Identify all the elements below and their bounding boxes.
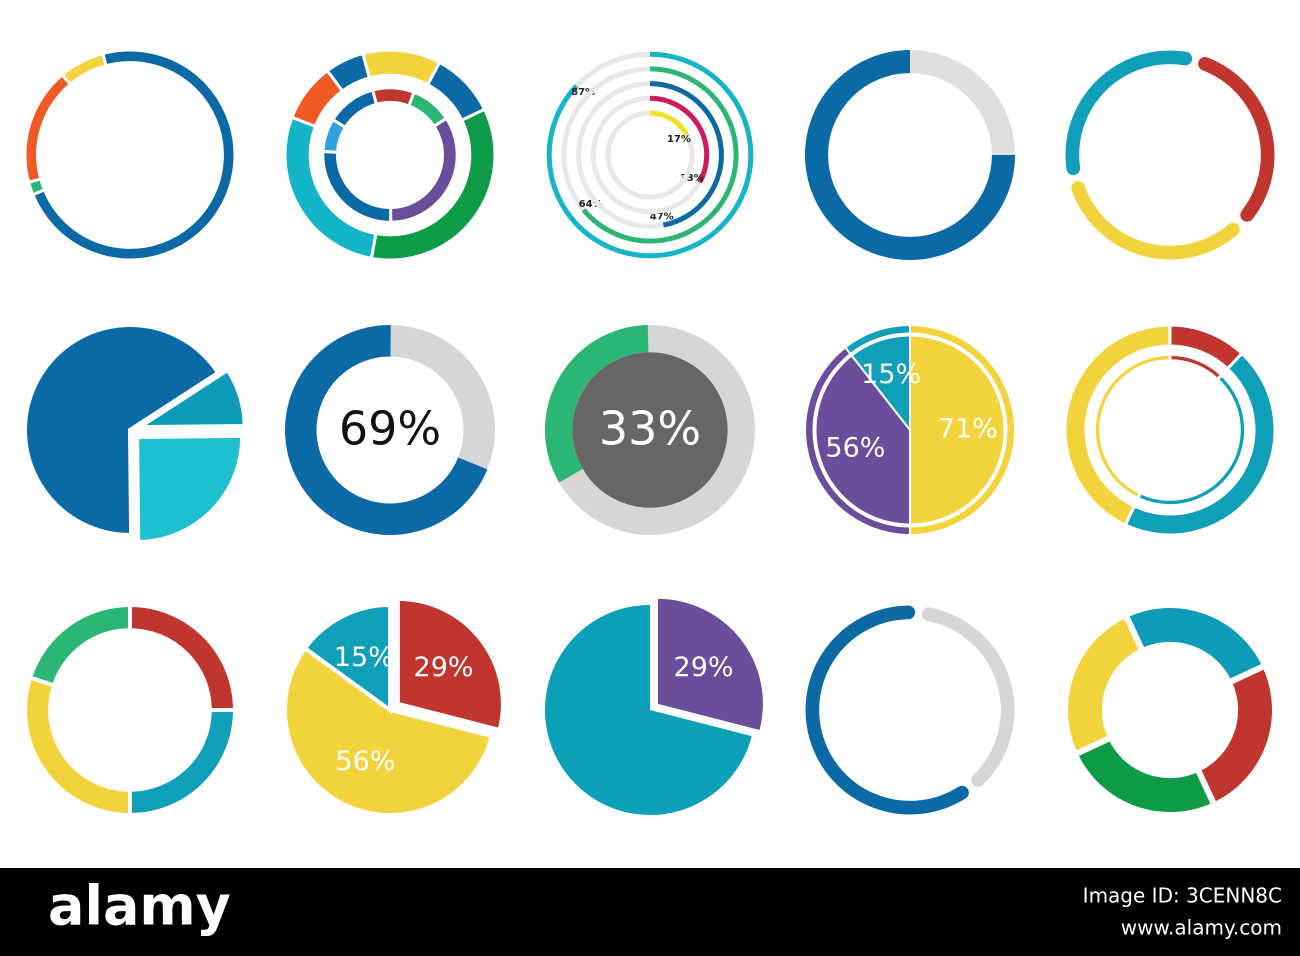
radial-bar [649, 110, 689, 137]
progress-arc [285, 325, 488, 535]
slice [1063, 323, 1172, 528]
value-label: 33% [680, 173, 704, 184]
value-label: 15% [861, 359, 921, 390]
slice [27, 602, 132, 688]
value-label: 29% [674, 652, 734, 683]
slice [132, 367, 247, 430]
value-label: 71% [938, 414, 998, 445]
slice [60, 51, 108, 87]
slice [545, 605, 752, 816]
progress-arc [545, 325, 649, 483]
footer-url: www.alamy.com [1121, 916, 1282, 940]
slice [395, 596, 505, 733]
inner-slice [1092, 352, 1172, 501]
slice [23, 323, 221, 537]
arc-segment [1071, 181, 1240, 260]
arc-segment [805, 605, 969, 815]
radial-bar [546, 51, 754, 259]
value-label: 17% [667, 134, 691, 145]
radial-bar [649, 95, 710, 184]
ring-divider [812, 332, 1008, 528]
slice [1062, 610, 1147, 759]
footer-image-id: Image ID: 3CENN8C [1083, 884, 1282, 908]
slice [330, 88, 379, 130]
slice [135, 433, 245, 545]
center-label: 33% [599, 402, 701, 456]
value-label: 56% [335, 746, 395, 777]
arc-segment [1065, 50, 1193, 176]
footer-band [0, 868, 1300, 956]
slice [910, 50, 1015, 155]
slice [843, 323, 911, 433]
slice [370, 86, 417, 108]
slice [283, 645, 495, 817]
slice [804, 345, 911, 537]
arc-segment [921, 607, 1015, 787]
footer-logo: alamy [48, 875, 231, 938]
slice [325, 51, 372, 94]
radial-bar [649, 81, 724, 228]
slice [302, 602, 392, 714]
value-label: 87% [571, 87, 595, 98]
value-label: 56% [825, 432, 885, 463]
value-label: 64% [579, 199, 603, 210]
value-label: 47% [650, 211, 674, 222]
value-label: 29% [414, 652, 474, 683]
arc-segment [1198, 57, 1275, 222]
value-label: 15% [334, 642, 394, 673]
slice [657, 598, 763, 730]
radial-bar [581, 66, 739, 244]
center-disc [572, 352, 728, 508]
center-label: 69% [339, 402, 441, 456]
